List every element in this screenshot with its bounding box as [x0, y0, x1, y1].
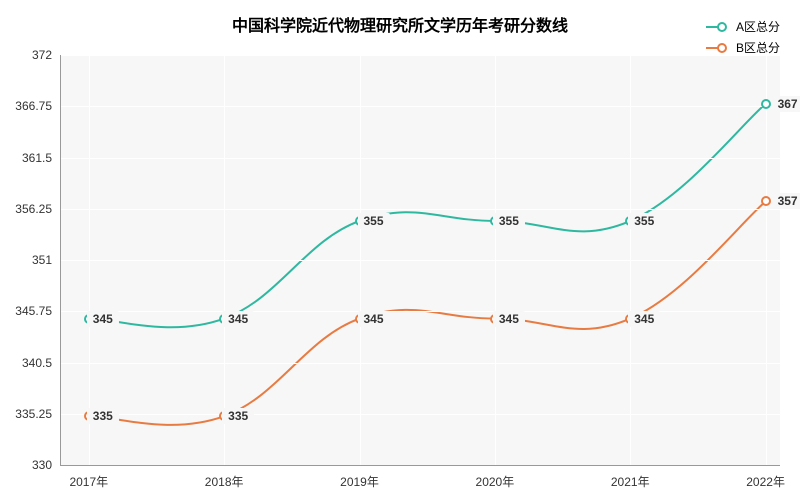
y-axis — [60, 55, 61, 465]
x-tick-label: 2017年 — [69, 465, 108, 490]
y-tick-label: 372 — [32, 48, 60, 62]
data-label: 345 — [222, 311, 254, 327]
y-tick-label: 340.5 — [22, 356, 60, 370]
series-line — [89, 104, 766, 327]
gridline-v — [495, 55, 496, 465]
x-tick-label: 2020年 — [476, 465, 515, 490]
series-line — [89, 201, 766, 424]
data-label: 345 — [358, 311, 390, 327]
x-tick-label: 2018年 — [205, 465, 244, 490]
x-tick-label: 2021年 — [611, 465, 650, 490]
gridline-h — [60, 209, 780, 210]
gridline-h — [60, 106, 780, 107]
legend-item-b: B区总分 — [706, 39, 780, 56]
gridline-v — [360, 55, 361, 465]
data-label: 345 — [628, 311, 660, 327]
x-tick-label: 2019年 — [340, 465, 379, 490]
legend-label-b: B区总分 — [736, 39, 780, 56]
data-label: 357 — [772, 193, 800, 209]
legend-dot-b — [717, 43, 727, 53]
y-tick-label: 366.75 — [15, 99, 60, 113]
data-label: 345 — [87, 311, 119, 327]
data-label: 367 — [772, 96, 800, 112]
data-label: 355 — [628, 213, 660, 229]
legend-item-a: A区总分 — [706, 18, 780, 35]
gridline-v — [224, 55, 225, 465]
gridline-h — [60, 55, 780, 56]
y-tick-label: 345.75 — [15, 304, 60, 318]
plot-area: 330335.25340.5345.75351356.25361.5366.75… — [60, 55, 780, 465]
data-label: 335 — [87, 408, 119, 424]
gridline-h — [60, 414, 780, 415]
data-marker — [761, 99, 771, 109]
gridline-v — [89, 55, 90, 465]
chart-title: 中国科学院近代物理研究所文学历年考研分数线 — [0, 12, 800, 36]
gridline-h — [60, 311, 780, 312]
data-label: 345 — [493, 311, 525, 327]
legend-dot-a — [717, 22, 727, 32]
data-label: 355 — [358, 213, 390, 229]
y-tick-label: 335.25 — [15, 407, 60, 421]
y-tick-label: 351 — [32, 253, 60, 267]
data-marker — [761, 196, 771, 206]
legend-label-a: A区总分 — [736, 18, 780, 35]
y-tick-label: 361.5 — [22, 151, 60, 165]
legend: A区总分 B区总分 — [706, 18, 780, 60]
gridline-v — [630, 55, 631, 465]
y-tick-label: 330 — [32, 458, 60, 472]
gridline-h — [60, 260, 780, 261]
chart-container: 中国科学院近代物理研究所文学历年考研分数线 A区总分 B区总分 330335.2… — [0, 0, 800, 500]
data-label: 355 — [493, 213, 525, 229]
data-label: 335 — [222, 408, 254, 424]
y-tick-label: 356.25 — [15, 202, 60, 216]
gridline-v — [766, 55, 767, 465]
gridline-h — [60, 363, 780, 364]
x-axis — [60, 465, 780, 466]
x-tick-label: 2022年 — [746, 465, 785, 490]
gridline-h — [60, 158, 780, 159]
